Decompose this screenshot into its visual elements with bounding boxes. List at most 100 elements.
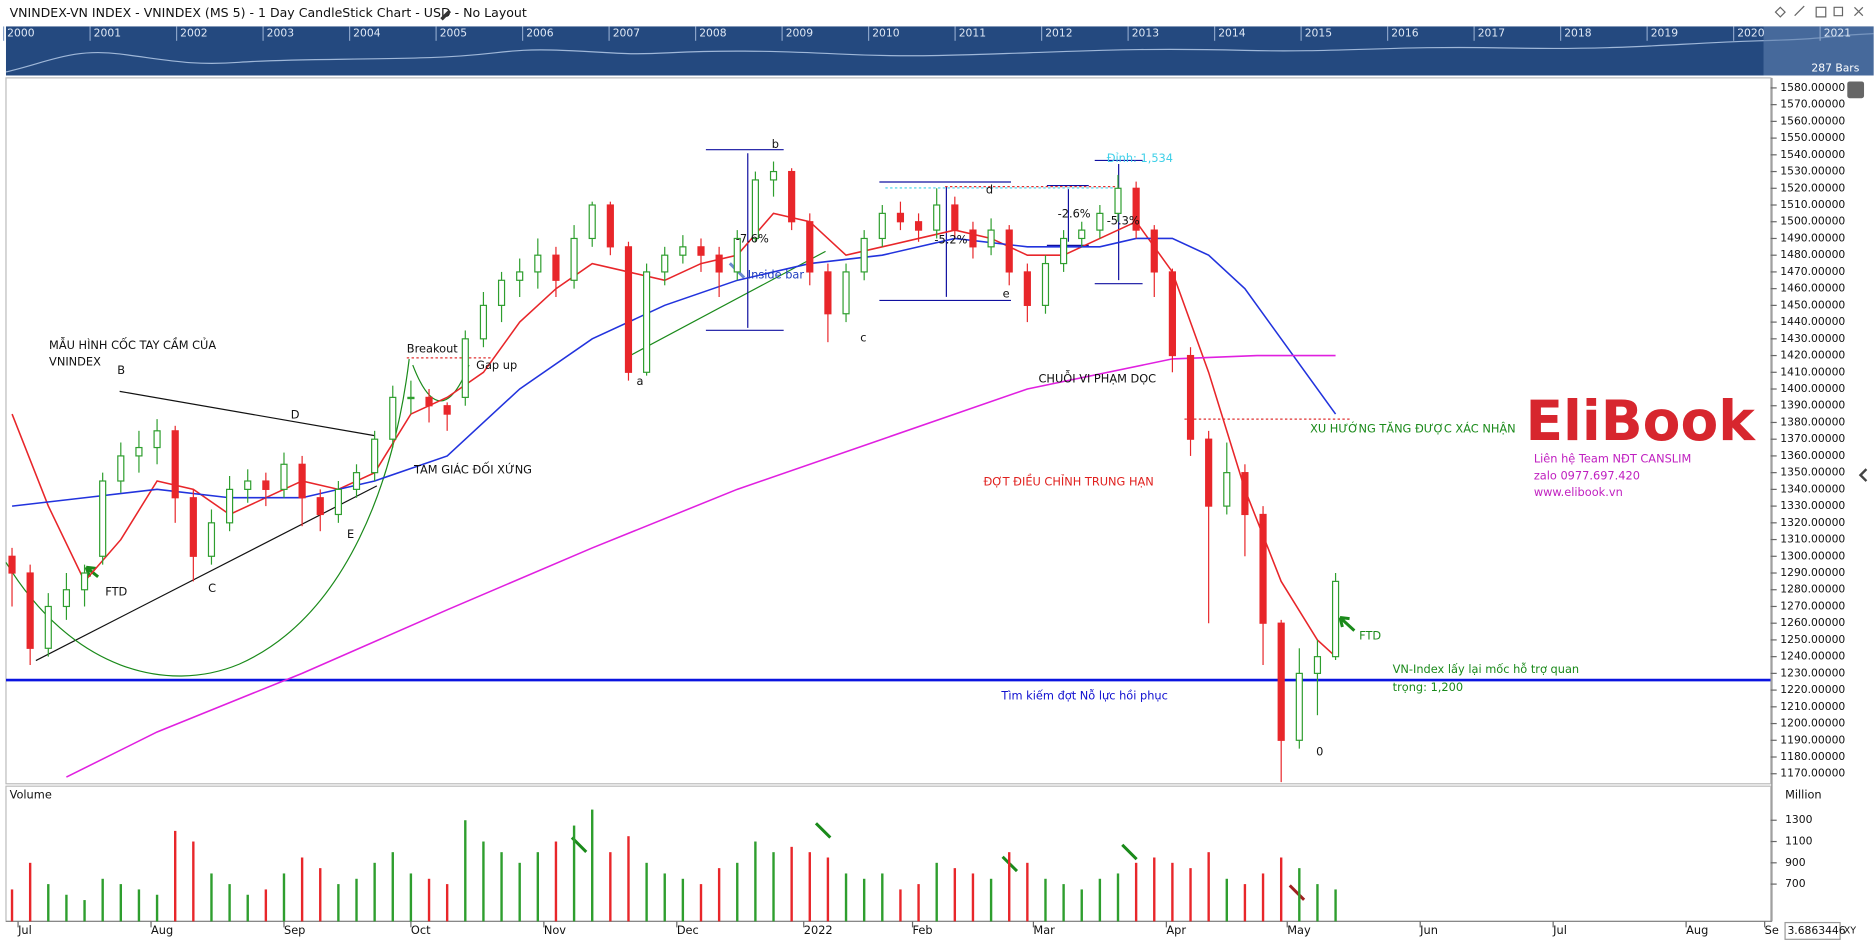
y-tick-label: 1300.00000 bbox=[1780, 549, 1845, 562]
candle-body bbox=[860, 237, 868, 273]
lock-icon[interactable] bbox=[1847, 81, 1865, 99]
trendline bbox=[119, 390, 375, 437]
navigator[interactable] bbox=[5, 26, 1874, 76]
annotation: FTD bbox=[1359, 629, 1381, 643]
annotation: MẪU HÌNH CỐC TAY CẦM CỦA bbox=[49, 337, 216, 352]
navigator-year: 2003 bbox=[267, 27, 294, 40]
volume-bar bbox=[28, 862, 32, 922]
volume-bar bbox=[1026, 862, 1029, 922]
candle-body bbox=[207, 522, 216, 557]
candle-body bbox=[697, 246, 705, 256]
y-tick-label: 1200.00000 bbox=[1780, 717, 1845, 730]
x-tick-label: Jul bbox=[1552, 923, 1567, 937]
candle-body bbox=[352, 472, 361, 490]
y-tick-label: 1290.00000 bbox=[1780, 566, 1845, 579]
icon[interactable] bbox=[1794, 5, 1805, 17]
candle-body bbox=[1078, 229, 1086, 240]
xy-toggle[interactable]: XY bbox=[1844, 925, 1857, 936]
navigator-window[interactable] bbox=[1763, 26, 1874, 76]
annotation: TAM GIÁC ĐỐI XỨNG bbox=[413, 462, 532, 476]
icon[interactable] bbox=[1833, 6, 1844, 17]
volume-bar bbox=[355, 878, 358, 922]
annotation: -5.2% bbox=[934, 233, 967, 247]
annotation: -7.6% bbox=[736, 231, 769, 245]
icon[interactable] bbox=[1774, 6, 1786, 18]
y-tick-label: 1580.00000 bbox=[1780, 81, 1845, 94]
y-tick-label: 1440.00000 bbox=[1780, 315, 1845, 328]
volume-bar bbox=[246, 894, 249, 922]
navigator-year: 2012 bbox=[1045, 27, 1072, 40]
candle-body bbox=[769, 170, 778, 181]
candle-body bbox=[1023, 271, 1031, 306]
volume-bar bbox=[337, 884, 340, 922]
candle-body bbox=[371, 438, 379, 474]
candle-body bbox=[1223, 472, 1231, 507]
candle-body bbox=[661, 254, 669, 273]
x-tick-label: Nov bbox=[544, 923, 566, 937]
annotation: Inside bar bbox=[748, 267, 805, 281]
volume-bar bbox=[319, 868, 322, 922]
candle-body bbox=[117, 455, 125, 482]
y-tick-label: 1320.00000 bbox=[1780, 516, 1845, 529]
candle-body bbox=[1331, 580, 1340, 658]
navigator-year: 2002 bbox=[180, 27, 207, 40]
volume-bar bbox=[445, 884, 449, 922]
cursor-box bbox=[1784, 921, 1841, 940]
volume-bar bbox=[772, 852, 775, 922]
candle-body bbox=[1295, 672, 1303, 741]
y-tick-label: 1430.00000 bbox=[1780, 332, 1845, 345]
candle-body bbox=[479, 304, 488, 340]
y-tick-label: 1420.00000 bbox=[1780, 349, 1845, 362]
y-tick-label: 1350.00000 bbox=[1780, 466, 1845, 479]
candle-body bbox=[933, 204, 941, 231]
volume-bar bbox=[482, 841, 485, 922]
y-tick-label: 1450.00000 bbox=[1780, 298, 1845, 311]
annotation: Gap up bbox=[476, 358, 517, 372]
candle-body bbox=[298, 463, 306, 499]
volume-bar bbox=[1298, 868, 1301, 922]
edit-icon[interactable] bbox=[440, 9, 452, 21]
collapse-icon[interactable] bbox=[1858, 468, 1868, 482]
icon[interactable] bbox=[1815, 6, 1827, 18]
volume-bar bbox=[10, 889, 14, 922]
plot-area bbox=[5, 161, 1771, 783]
close-icon[interactable] bbox=[1854, 6, 1864, 17]
annotation: VN-Index lấy lại mốc hỗ trợ quan bbox=[1393, 662, 1579, 676]
candle-body bbox=[1096, 212, 1104, 231]
cursor-value: 3.6863446 bbox=[1787, 924, 1845, 937]
candle-body bbox=[733, 237, 741, 273]
moving-average bbox=[66, 354, 1336, 778]
measure bbox=[879, 181, 1011, 302]
navigator-year: 2007 bbox=[613, 27, 640, 40]
volume-bar bbox=[844, 873, 848, 922]
navigator-year: 2018 bbox=[1564, 27, 1592, 40]
candle-body bbox=[987, 229, 995, 248]
volume-bar bbox=[83, 900, 86, 922]
volume-bar bbox=[155, 894, 159, 922]
volume-bar bbox=[627, 836, 630, 922]
volume-bar bbox=[391, 852, 394, 922]
annotation: b bbox=[772, 137, 779, 151]
y-tick-label: 1310.00000 bbox=[1780, 533, 1845, 546]
candle-body bbox=[552, 254, 560, 281]
volume-bar bbox=[228, 884, 231, 922]
volume-bar bbox=[1207, 852, 1210, 922]
bars-count: 287 Bars bbox=[1811, 61, 1859, 74]
moving-average bbox=[11, 212, 1337, 658]
y-tick-label: 1510.00000 bbox=[1780, 198, 1845, 211]
y-tick-label: 1280.00000 bbox=[1780, 583, 1845, 596]
y-tick-label: 1540.00000 bbox=[1780, 148, 1845, 161]
candle-body bbox=[1313, 656, 1322, 674]
navigator-year: 2020 bbox=[1737, 27, 1765, 40]
navigator-year: 2021 bbox=[1824, 27, 1851, 40]
navigator-line bbox=[5, 33, 1874, 73]
trendline bbox=[627, 250, 826, 358]
candle-body bbox=[497, 279, 506, 306]
annotation: 0 bbox=[1316, 745, 1323, 759]
volume-bar bbox=[808, 852, 811, 922]
candle-body bbox=[316, 497, 324, 516]
annotation: Đỉnh: 1,534 bbox=[1107, 151, 1173, 165]
volume-bar bbox=[119, 884, 123, 922]
volume-arrow bbox=[1288, 884, 1306, 901]
